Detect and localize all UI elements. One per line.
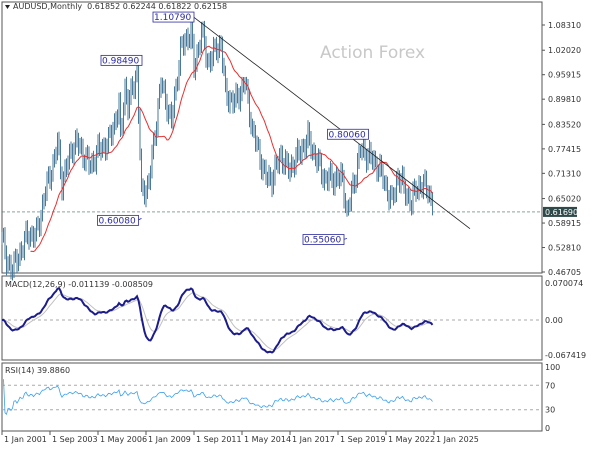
annotation-box [97, 214, 139, 226]
x-tick-label: 1 May 2014 [244, 435, 291, 444]
x-tick-label: 1 Jan 2009 [148, 435, 191, 444]
rsi-tick-label: 100 [545, 363, 560, 372]
x-tick-label: 1 Jan 2025 [436, 435, 479, 444]
macd-tick-label: 0.070074 [545, 279, 583, 288]
annotation-label: 0.98490 [102, 56, 139, 66]
last-ohlc: 0.61852 0.62244 0.61822 0.62158 [87, 2, 227, 11]
annotation-box [152, 11, 195, 23]
collapse-triangle-icon[interactable] [5, 5, 10, 9]
macd-label: MACD(12,26,9) -0.011139 -0.008509 [5, 280, 153, 289]
macd-tick-label: -0.067419 [545, 351, 586, 360]
annotation-box [327, 128, 369, 140]
macd-tick-label: 0.00 [545, 316, 563, 325]
rsi-panel [1, 362, 543, 432]
annotation-label: 0.80060 [329, 130, 366, 140]
current-price-tag [543, 206, 577, 217]
annotation-box [302, 234, 345, 245]
current-price-label: 0.61690 [545, 208, 578, 217]
annotation-label: 0.55060 [304, 236, 341, 246]
y-tick-label: 0.65020 [548, 195, 581, 204]
macd-panel [1, 275, 543, 361]
x-tick-label: 1 Sep 2019 [340, 435, 386, 444]
main-panel [1, 1, 543, 274]
symbol-header: AUDUSD,Monthly [13, 2, 82, 11]
annotation-label: 1.10790 [154, 13, 191, 23]
macd-main-line [1, 286, 434, 354]
x-tick-label: 1 May 2006 [100, 435, 147, 444]
y-tick-label: 0.95915 [548, 71, 581, 80]
macd-signal-line [1, 292, 433, 351]
resistance-trendline [190, 14, 471, 230]
x-tick-label: 1 Jan 2017 [292, 435, 335, 444]
y-tick-label: 0.77415 [548, 145, 581, 154]
rsi-line [3, 379, 433, 416]
rsi-tick-label: 30 [545, 406, 555, 415]
x-tick-label: 1 Jan 2001 [4, 435, 47, 444]
rsi-label: RSI(14) 39.8860 [5, 366, 70, 375]
y-tick-label: 1.08310 [548, 21, 581, 30]
rsi-tick-label: 70 [545, 381, 555, 390]
y-tick-label: 0.89810 [548, 95, 581, 104]
y-tick-label: 0.46705 [548, 268, 581, 277]
chart-header: AUDUSD,Monthly 0.61852 0.62244 0.61822 0.… [13, 2, 227, 11]
x-tick-label: 1 Sep 2011 [196, 435, 242, 444]
rsi-tick-label: 0 [545, 424, 550, 433]
y-tick-label: 0.58915 [548, 219, 581, 228]
annotation-label: 0.60080 [99, 216, 136, 226]
watermark: Action Forex [320, 43, 425, 63]
y-tick-label: 0.52810 [548, 244, 581, 253]
y-tick-label: 1.02020 [548, 46, 581, 55]
moving-average-line [30, 45, 433, 253]
y-tick-label: 0.83520 [548, 120, 581, 129]
annotation-box [100, 54, 143, 66]
y-tick-label: 0.71310 [548, 169, 581, 178]
x-tick-label: 1 Sep 2003 [52, 435, 98, 444]
x-tick-label: 1 May 2022 [388, 435, 435, 444]
